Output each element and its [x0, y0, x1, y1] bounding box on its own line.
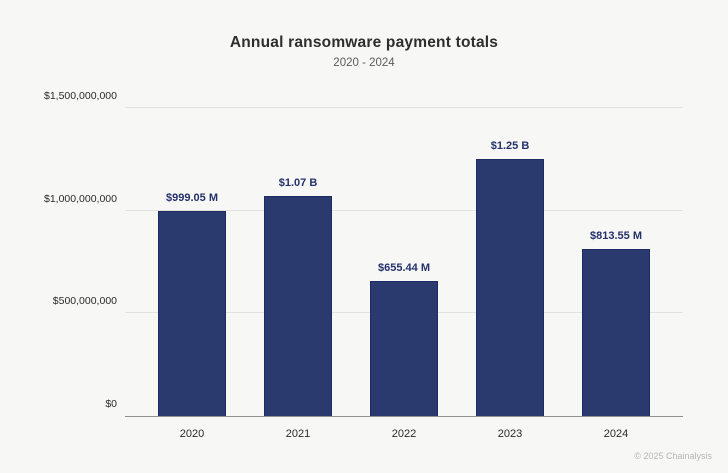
- plot-area: $999.05 M 2020 $1.07 B 2021 $655.44 M 2022 $1.…: [44, 90, 683, 440]
- bar-2024: [582, 248, 650, 416]
- chart-header: Annual ransomware payment totals 2020 - …: [0, 34, 728, 69]
- bar-group-2022: $655.44 M 2022: [351, 108, 457, 440]
- bar-value-label: $1.25 B: [490, 140, 530, 153]
- y-axis-tick-label: $0: [105, 398, 117, 410]
- x-axis-label: 2022: [391, 428, 417, 440]
- bars-row: $999.05 M 2020 $1.07 B 2021 $655.44 M 2022 $1.…: [125, 108, 683, 440]
- x-axis-label: 2024: [603, 428, 629, 440]
- y-axis-tick-label: $1,500,000,000: [44, 90, 117, 102]
- gridline: [125, 107, 683, 108]
- x-axis-label: 2021: [285, 428, 311, 440]
- bar-group-2024: $813.55 M 2024: [563, 108, 669, 440]
- bar-2020: [158, 210, 226, 416]
- bar-value-label: $813.55 M: [590, 229, 642, 242]
- bar-value-label: $999.05 M: [166, 191, 218, 204]
- bar-group-2023: $1.25 B 2023: [457, 108, 563, 440]
- bar-value-label: $655.44 M: [378, 262, 430, 275]
- y-axis-tick-label: $1,000,000,000: [44, 192, 117, 205]
- x-axis-label: 2023: [497, 428, 523, 440]
- y-axis-tick-label: $500,000,000: [52, 295, 117, 308]
- bar-value-label: $1.07 B: [278, 177, 318, 190]
- copyright-notice: © 2025 Chainalysis: [634, 451, 712, 461]
- bar-group-2021: $1.07 B 2021: [245, 108, 351, 440]
- bar-2023: [476, 159, 544, 416]
- bar-2022: [370, 281, 438, 416]
- bar-group-2020: $999.05 M 2020: [139, 108, 245, 440]
- x-axis-label: 2020: [179, 428, 205, 440]
- bar-2021: [264, 196, 332, 416]
- chart-subtitle: 2020 - 2024: [333, 57, 395, 69]
- gridline: [125, 209, 683, 211]
- chart-title: Annual ransomware payment totals: [229, 34, 499, 51]
